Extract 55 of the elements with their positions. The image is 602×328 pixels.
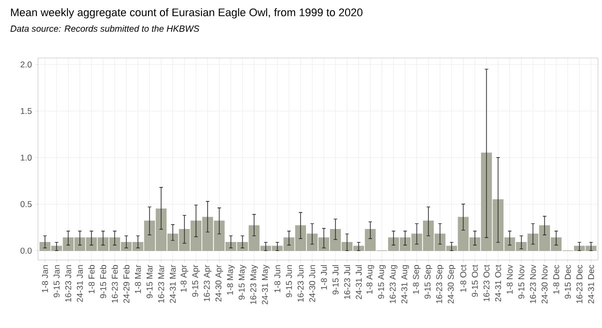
x-tick-label: 1-8 Jul <box>320 265 327 290</box>
x-tick-label: 1-8 Aug <box>366 265 374 294</box>
x-tick-label: 24-30 Nov <box>542 264 548 304</box>
x-tick-label: 24-29 Feb <box>123 265 130 303</box>
x-tick-label: 16-23 Dec <box>576 264 582 304</box>
x-tick-label: 1-8 Feb <box>88 265 95 294</box>
x-tick-label: 16-23 Oct <box>483 264 490 302</box>
x-tick-label: 16-23 Jul <box>344 265 350 299</box>
x-tick-label: 16-23 Mar <box>158 264 164 303</box>
x-tick-label: 9-15 Feb <box>100 265 106 298</box>
x-tick-label: 24-30 Sep <box>448 265 456 304</box>
x-tick-label: 16-23 Sep <box>436 265 444 304</box>
x-tick-label: 24-31 Dec <box>588 264 594 304</box>
x-tick-label: 9-15 Mar <box>146 264 153 298</box>
chart-subtitle: Data source: Records submitted to the HKBWS <box>10 25 200 32</box>
x-tick-label: 16-23 Jan <box>65 265 72 302</box>
x-tick-label: 9-15 Aug <box>378 265 386 299</box>
y-tick-label: 1.0 <box>20 154 32 161</box>
x-tick-label: 24-31 May <box>262 264 270 304</box>
x-tick-label: 1-8 Apr <box>180 264 188 292</box>
y-tick-label: 0.5 <box>20 201 32 208</box>
x-tick-label: 1-8 Sep <box>412 265 421 294</box>
x-tick-label: 24-31 Aug <box>401 265 409 304</box>
x-tick-label: 9-15 May <box>238 264 246 300</box>
x-tick-label: 1-8 Mar <box>134 264 141 294</box>
x-tick-label: 16-23 May <box>250 264 258 304</box>
x-tick-label: 16-23 Nov <box>530 264 536 304</box>
x-tick-label: 1-8 Jun <box>274 265 280 292</box>
x-tick-label: 9-15 Jun <box>286 265 292 298</box>
x-tick-label: 9-15 Oct <box>472 264 478 297</box>
x-tick-label: 1-8 May <box>227 264 235 295</box>
y-tick-label: 0.0 <box>20 248 32 254</box>
x-tick-label: 9-15 Apr <box>192 264 200 297</box>
x-tick-label: 16-23 Apr <box>204 264 212 302</box>
x-tick-label: 24-31 Jul <box>356 265 362 300</box>
x-tick-label: 24-30 Apr <box>215 264 224 302</box>
x-tick-label: 1-8 Jan <box>42 265 48 292</box>
chart-title: Mean weekly aggregate count of Eurasian Eagle Owl, from 1999 to 2020 <box>11 8 362 18</box>
x-tick-label: 24-31 Jan <box>76 265 83 302</box>
x-tick-label: 16-23 Feb <box>112 265 118 303</box>
x-tick-label: 1-8 Dec <box>553 264 560 294</box>
x-tick-label: 1-8 Nov <box>506 264 513 294</box>
x-tick-label: 1-8 Oct <box>460 264 466 292</box>
x-tick-label: 9-15 Dec <box>564 264 571 299</box>
x-tick-label: 16-23 Aug <box>390 265 398 304</box>
y-tick-label: 1.5 <box>20 108 32 114</box>
x-tick-label: 9-15 Jul <box>332 265 339 294</box>
x-tick-label: 9-15 Jan <box>54 265 60 298</box>
y-tick-label: 2.0 <box>20 62 32 68</box>
x-tick-label: 24-31 Oct <box>495 264 502 302</box>
x-tick-label: 9-15 Sep <box>424 265 432 299</box>
x-tick-label: 9-15 Nov <box>518 264 524 299</box>
x-tick-label: 24-30 Jun <box>309 265 316 302</box>
x-tick-label: 24-31 Mar <box>170 264 176 303</box>
x-tick-label: 16-23 Jun <box>298 265 304 302</box>
